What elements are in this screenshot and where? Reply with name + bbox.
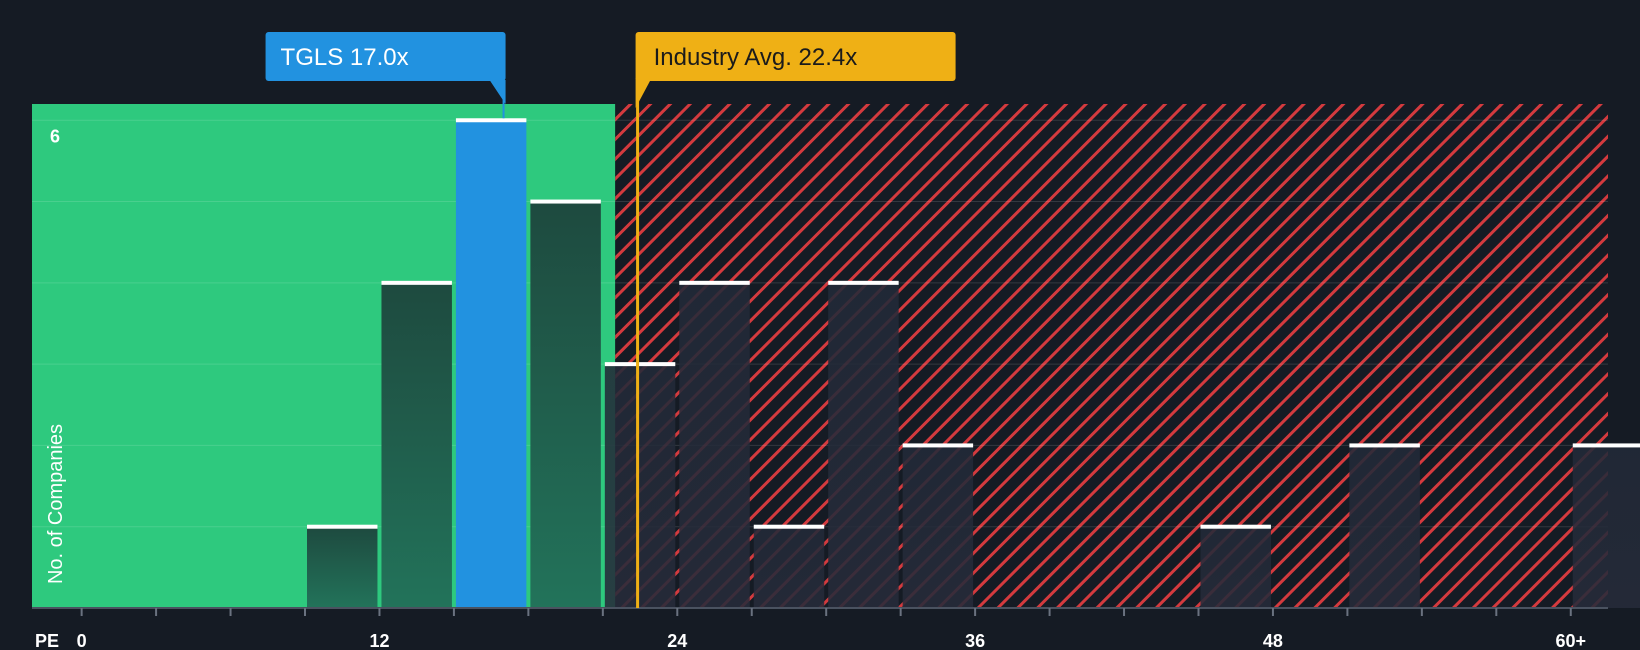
histogram-bar	[455, 120, 527, 609]
industry-avg-pointer	[635, 78, 652, 108]
histogram-bar-cap	[1200, 524, 1271, 529]
x-tick-label: 36	[965, 631, 985, 650]
y-axis-label: No. of Companies	[45, 424, 67, 584]
histogram-bar-cap	[679, 280, 750, 285]
histogram-bar	[530, 201, 601, 608]
histogram-bar-cap	[1572, 443, 1640, 448]
histogram-bar	[381, 282, 452, 608]
histogram-bar-cap	[604, 362, 676, 367]
histogram-bar-cap	[753, 524, 825, 529]
x-axis-label: PE	[35, 631, 59, 650]
x-tick-label: 0	[77, 631, 87, 650]
histogram-bar	[1349, 445, 1420, 608]
x-tick-label: 60+	[1555, 631, 1586, 650]
company-label: TGLS 17.0x	[281, 44, 409, 71]
histogram-bar	[753, 526, 825, 608]
industry-avg-callout	[635, 32, 956, 81]
histogram-bar-cap	[530, 199, 601, 204]
histogram-bar	[1572, 445, 1640, 608]
industry-avg-label: Industry Avg. 22.4x	[654, 44, 858, 71]
x-tick-label: 48	[1263, 631, 1283, 650]
histogram-bar-cap	[902, 443, 974, 448]
company-pointer	[489, 80, 506, 104]
y-tick-label: 6	[50, 126, 60, 146]
histogram-bars	[307, 118, 1640, 609]
x-tick-label: 12	[369, 631, 389, 650]
histogram-bar	[679, 282, 750, 608]
histogram-bar-cap	[307, 524, 378, 529]
company-callout	[265, 32, 506, 81]
histogram-bar-cap	[1349, 443, 1420, 448]
histogram-bar	[902, 445, 974, 608]
x-axis: 0 12 24 36 48 60+ 6	[32, 126, 1608, 650]
x-tick-label: 24	[667, 631, 687, 650]
histogram-bar-cap	[455, 118, 527, 123]
overvalued-zone	[615, 104, 1608, 608]
histogram-bar	[307, 526, 378, 608]
histogram-bar	[828, 282, 899, 608]
markers: Industry Avg. 22.4x TGLS 17.0x	[265, 32, 956, 608]
histogram-bar-cap	[828, 280, 899, 285]
histogram-bar	[604, 364, 676, 608]
histogram-bar-cap	[381, 280, 452, 285]
histogram-bar	[1200, 526, 1271, 608]
